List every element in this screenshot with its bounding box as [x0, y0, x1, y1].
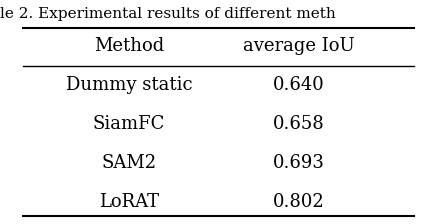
Text: 0.693: 0.693: [273, 154, 325, 172]
Text: Dummy static: Dummy static: [65, 76, 192, 95]
Text: Method: Method: [94, 37, 164, 55]
Text: average IoU: average IoU: [243, 37, 355, 55]
Text: 0.658: 0.658: [273, 115, 325, 133]
Text: le 2. Experimental results of different meth: le 2. Experimental results of different …: [0, 7, 336, 21]
Text: 0.640: 0.640: [273, 76, 325, 95]
Text: SiamFC: SiamFC: [93, 115, 165, 133]
Text: SAM2: SAM2: [101, 154, 157, 172]
Text: LoRAT: LoRAT: [99, 193, 159, 211]
Text: 0.802: 0.802: [273, 193, 325, 211]
